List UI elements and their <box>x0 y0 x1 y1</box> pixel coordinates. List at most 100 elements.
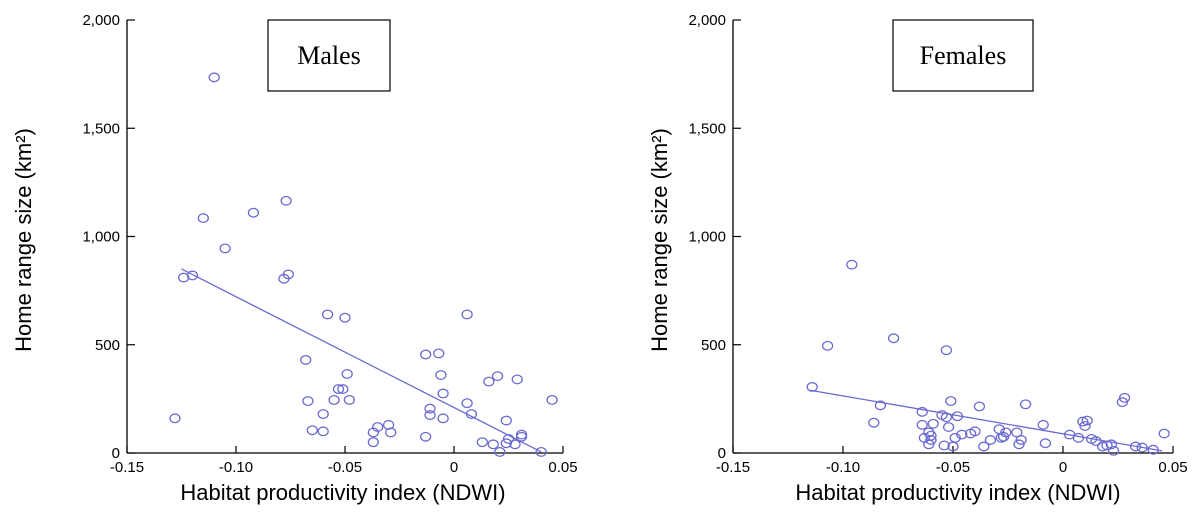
males-points <box>169 72 558 457</box>
males-data-point <box>420 349 432 360</box>
males-title-box <box>267 19 391 92</box>
males-data-point <box>509 439 521 450</box>
females-data-point <box>1072 432 1085 443</box>
males-data-point <box>500 415 512 426</box>
females-x-tick-label: -0.05 <box>936 459 970 476</box>
females-data-point <box>997 431 1010 442</box>
females-title-box <box>892 19 1034 92</box>
females-data-point <box>868 417 880 428</box>
females-y-tick-label: 0 <box>718 445 726 462</box>
females-panel-title: Females <box>920 41 1007 70</box>
males-data-point <box>461 309 473 320</box>
females-data-point <box>956 429 968 440</box>
males-data-point <box>317 409 329 419</box>
females-y-tick-label: 500 <box>701 337 726 354</box>
females-data-point <box>938 440 950 451</box>
males-x-tick-label: 0 <box>450 459 458 476</box>
males-data-point <box>476 437 488 448</box>
males-data-point <box>535 446 547 457</box>
males-x-axis-title: Habitat productivity index (NDWI) <box>180 480 505 505</box>
females-x-tick-label: -0.15 <box>716 459 750 476</box>
males-data-point <box>515 429 528 440</box>
females-data-point <box>949 432 961 443</box>
males-data-point <box>435 370 447 381</box>
females-data-point <box>940 345 953 356</box>
males-data-point <box>433 348 445 359</box>
males-data-point <box>169 413 181 424</box>
females-data-point <box>1136 442 1148 453</box>
males-y-tick-label: 1,500 <box>82 120 120 137</box>
males-data-point <box>343 395 356 405</box>
females-data-point <box>942 422 955 432</box>
males-data-point <box>332 384 345 395</box>
females-data-point <box>1147 444 1159 455</box>
females-data-point <box>1090 436 1102 447</box>
females-y-tick-label: 1,000 <box>688 229 726 246</box>
females-data-point <box>984 435 997 445</box>
females-data-point <box>1081 415 1093 426</box>
males-data-point <box>420 431 432 442</box>
males-data-point <box>546 395 558 405</box>
females-data-point <box>1118 392 1131 403</box>
males-data-point <box>328 395 340 405</box>
males-y-tick-label: 0 <box>112 445 120 462</box>
females-data-point <box>1000 427 1012 438</box>
males-data-point <box>483 376 495 387</box>
males-data-point <box>219 243 231 254</box>
males-x-tick-label: -0.15 <box>110 459 144 476</box>
males-y-axis-title: Home range size (km²) <box>11 128 36 352</box>
females-data-point <box>978 441 990 452</box>
males-ticks: 0 500 1,000 1,500 2,000 -0.15 -0.10 -0.05 0 0.05 <box>82 12 577 476</box>
females-data-point <box>821 340 834 351</box>
females-ticks: 0 500 1,000 1,500 2,000 -0.15 -0.10 -0.05 0 0.05 <box>688 12 1187 476</box>
males-data-point <box>339 312 351 323</box>
females-data-point <box>1101 440 1113 451</box>
males-data-point <box>302 396 314 406</box>
males-data-point <box>282 269 294 280</box>
males-data-point <box>515 431 528 442</box>
females-data-point <box>945 396 957 406</box>
males-trend-line <box>181 268 542 453</box>
females-x-tick-label: -0.10 <box>826 459 860 476</box>
females-data-point <box>1079 420 1091 431</box>
males-data-point <box>487 439 499 450</box>
males-data-point <box>502 433 515 444</box>
males-data-point <box>208 72 220 83</box>
males-data-point <box>385 427 397 438</box>
males-y-tick-label: 2,000 <box>82 12 120 29</box>
females-data-point <box>1039 438 1052 449</box>
females-x-tick-label: 0.05 <box>1158 459 1187 476</box>
females-data-point <box>927 418 939 429</box>
females-data-point <box>1019 399 1032 410</box>
females-data-point <box>1107 445 1120 456</box>
females-y-tick-label: 2,000 <box>688 12 726 29</box>
males-data-point <box>197 213 209 224</box>
males-data-point <box>511 374 523 385</box>
males-data-point <box>178 272 190 283</box>
females-data-point <box>940 412 953 423</box>
males-data-point <box>186 270 199 281</box>
males-data-point <box>247 207 260 218</box>
females-trend-line <box>809 389 1163 452</box>
males-data-point <box>424 403 436 414</box>
females-data-point <box>1037 419 1049 430</box>
females-data-point <box>916 419 928 430</box>
females-data-point <box>969 426 981 437</box>
males-data-point <box>280 195 292 206</box>
males-data-point <box>500 438 512 449</box>
females-data-point <box>1013 439 1025 450</box>
females-x-tick-label: 0 <box>1059 459 1067 476</box>
females-data-point <box>1158 428 1170 439</box>
males-data-point <box>437 388 449 399</box>
males-data-point <box>382 419 395 430</box>
males-data-point <box>341 369 353 379</box>
females-trend-layer <box>809 389 1163 452</box>
males-data-point <box>372 422 384 432</box>
females-data-point <box>1015 435 1027 445</box>
males-data-point <box>491 371 504 382</box>
males-data-point <box>461 398 473 409</box>
females-data-point <box>951 411 964 422</box>
males-y-tick-label: 500 <box>95 337 120 354</box>
